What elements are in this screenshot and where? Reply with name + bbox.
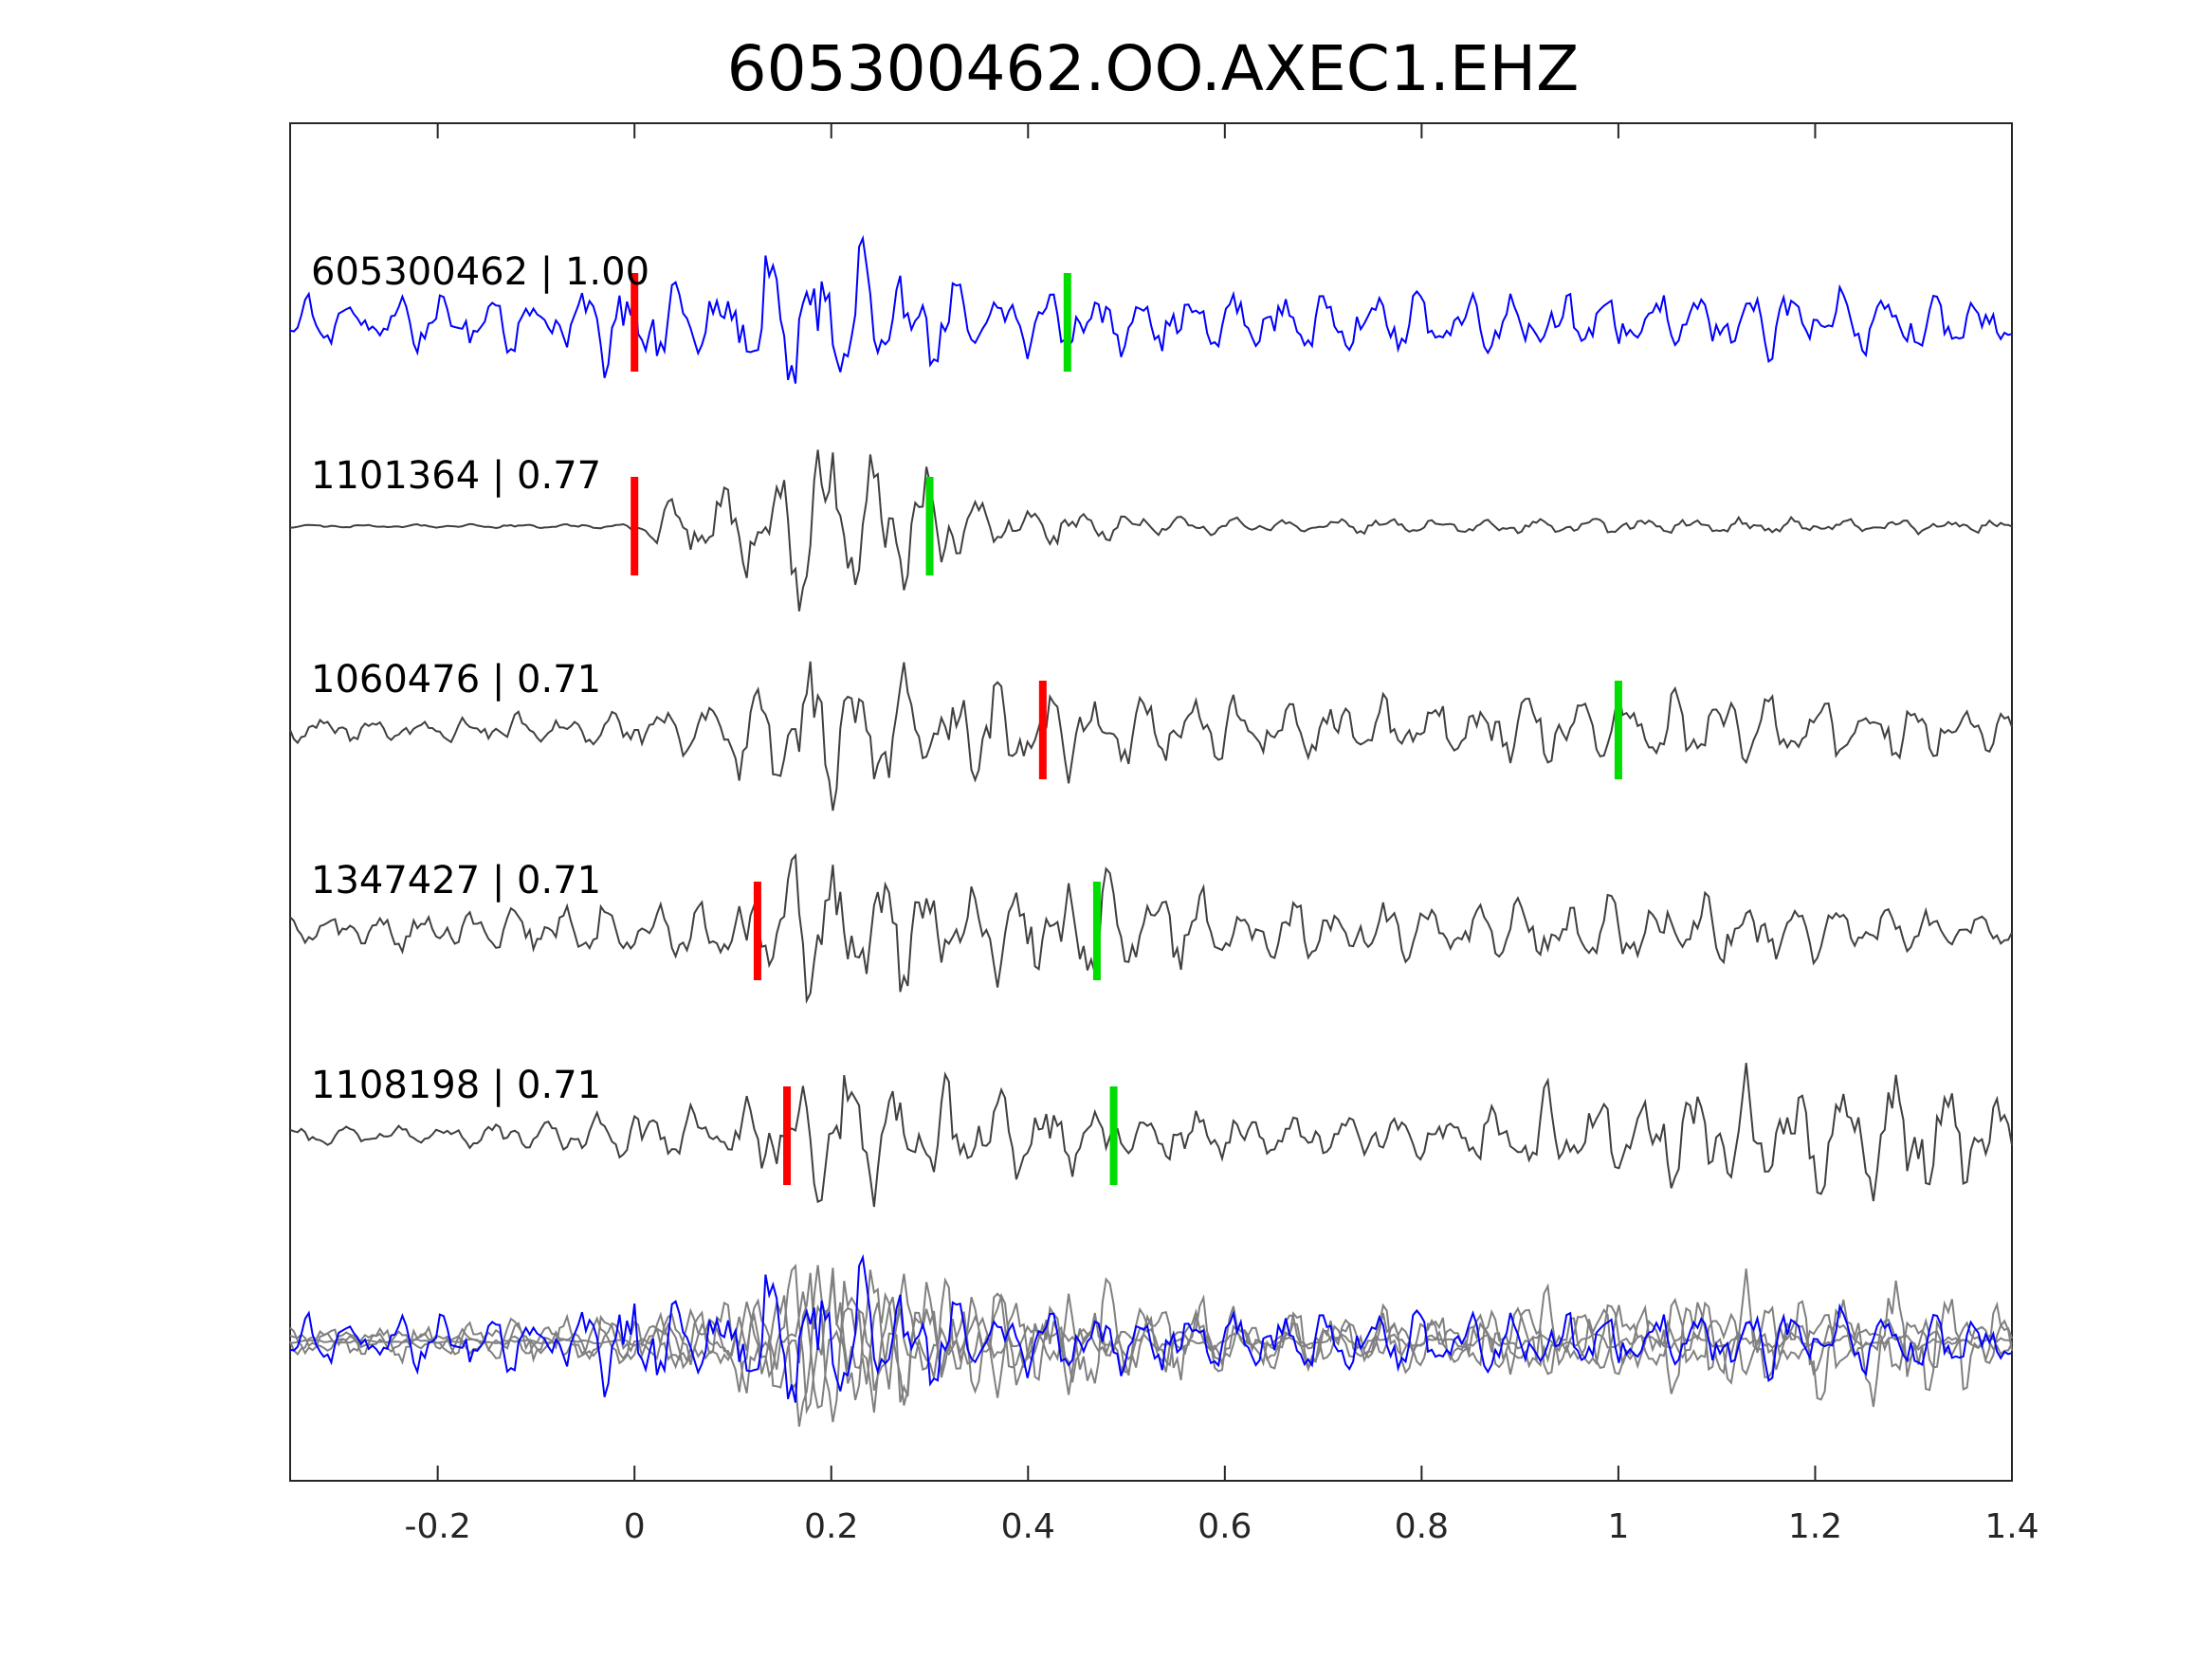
traces-group	[289, 234, 2013, 1208]
trace-label-1347427: 1347427 | 0.71	[311, 859, 601, 902]
trace-label-1108198: 1108198 | 0.71	[311, 1064, 601, 1107]
trace-1060476	[289, 661, 2013, 811]
x-tick-label: 0.2	[804, 1507, 858, 1546]
trace-1108198	[289, 1063, 2013, 1208]
x-tick-label: 1.2	[1788, 1507, 1842, 1546]
plot-area	[289, 122, 2013, 1482]
trace-label-1060476: 1060476 | 0.71	[311, 658, 601, 702]
trace-label-605300462: 605300462 | 1.00	[311, 250, 649, 294]
x-tick-label: 0.6	[1197, 1507, 1252, 1546]
x-tick-label: 1	[1607, 1507, 1629, 1546]
x-tick-label: 0	[624, 1507, 646, 1546]
x-tick-label: 1.4	[1984, 1507, 2038, 1546]
overlay-trace-605300462	[289, 1253, 2013, 1403]
x-tick-label: 0.4	[1001, 1507, 1055, 1546]
chart-title: 605300462.OO.AXEC1.EHZ	[727, 32, 1580, 105]
x-axis: -0.2 0 0.2 0.4 0.6 0.8 1 1.2 1.4	[405, 123, 2039, 1546]
overlay-stack	[289, 1253, 2013, 1427]
trace-1101364	[289, 449, 2013, 611]
trace-label-1101364: 1101364 | 0.77	[311, 454, 601, 498]
x-tick-label: 0.8	[1395, 1507, 1449, 1546]
overlay-trace-1108198	[289, 1268, 2013, 1413]
trace-605300462	[289, 234, 2013, 384]
trace-labels: 605300462 | 1.00 1101364 | 0.77 1060476 | …	[311, 250, 649, 1107]
overlay-trace-1060476	[289, 1272, 2013, 1423]
trace-1347427	[289, 852, 2013, 1005]
x-tick-label: -0.2	[405, 1507, 471, 1546]
